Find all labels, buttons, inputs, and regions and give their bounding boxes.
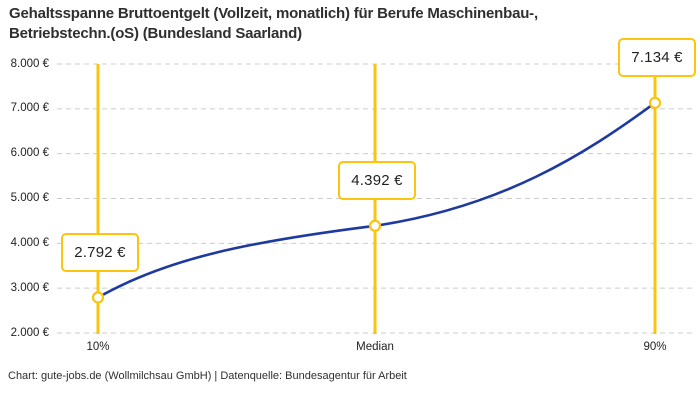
y-axis-tick-7000: 7.000 €	[10, 102, 49, 115]
value-callout-10pct: 2.792 €	[61, 232, 139, 272]
x-axis-tick-median: Median	[356, 341, 394, 353]
x-axis-tick-90pct: 90%	[643, 341, 667, 353]
y-axis-tick-2000: 2.000 €	[10, 326, 49, 339]
page-title-line2: Betriebstechn.(oS) (Bundesland Saarland)	[9, 24, 302, 42]
y-axis-tick-4000: 4.000 €	[10, 236, 49, 249]
value-callout-90pct: 7.134 €	[618, 38, 696, 78]
data-point-marker-Median	[368, 219, 382, 232]
y-axis-tick-5000: 5.000 €	[10, 192, 49, 204]
y-axis-tick-3000: 3.000 €	[10, 281, 49, 294]
data-point-marker-10%	[91, 291, 105, 304]
y-axis-tick-6000: 6.000 €	[10, 147, 49, 160]
data-point-marker-90%	[648, 96, 662, 109]
y-axis-tick-8000: 8.000 €	[10, 57, 49, 70]
chart-credit: Chart: gute-jobs.de (Wollmilchsau GmbH) …	[8, 370, 407, 382]
page-title-line1: Gehaltsspanne Bruttoentgelt (Vollzeit, m…	[9, 5, 538, 22]
x-axis-tick-10pct: 10%	[86, 341, 110, 353]
value-callout-median: 4.392 €	[338, 161, 416, 201]
page-title: Gehaltsspanne Bruttoentgelt (Vollzeit, m…	[9, 4, 679, 43]
